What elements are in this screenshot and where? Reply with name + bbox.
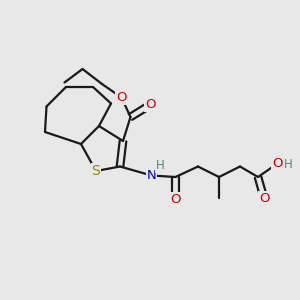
Text: O: O — [170, 193, 181, 206]
Text: H: H — [284, 158, 292, 172]
Text: O: O — [116, 91, 127, 104]
Text: S: S — [92, 164, 100, 178]
Text: O: O — [259, 191, 269, 205]
Text: N: N — [147, 169, 156, 182]
Text: O: O — [145, 98, 155, 112]
Text: H: H — [155, 159, 164, 172]
Text: O: O — [272, 157, 283, 170]
